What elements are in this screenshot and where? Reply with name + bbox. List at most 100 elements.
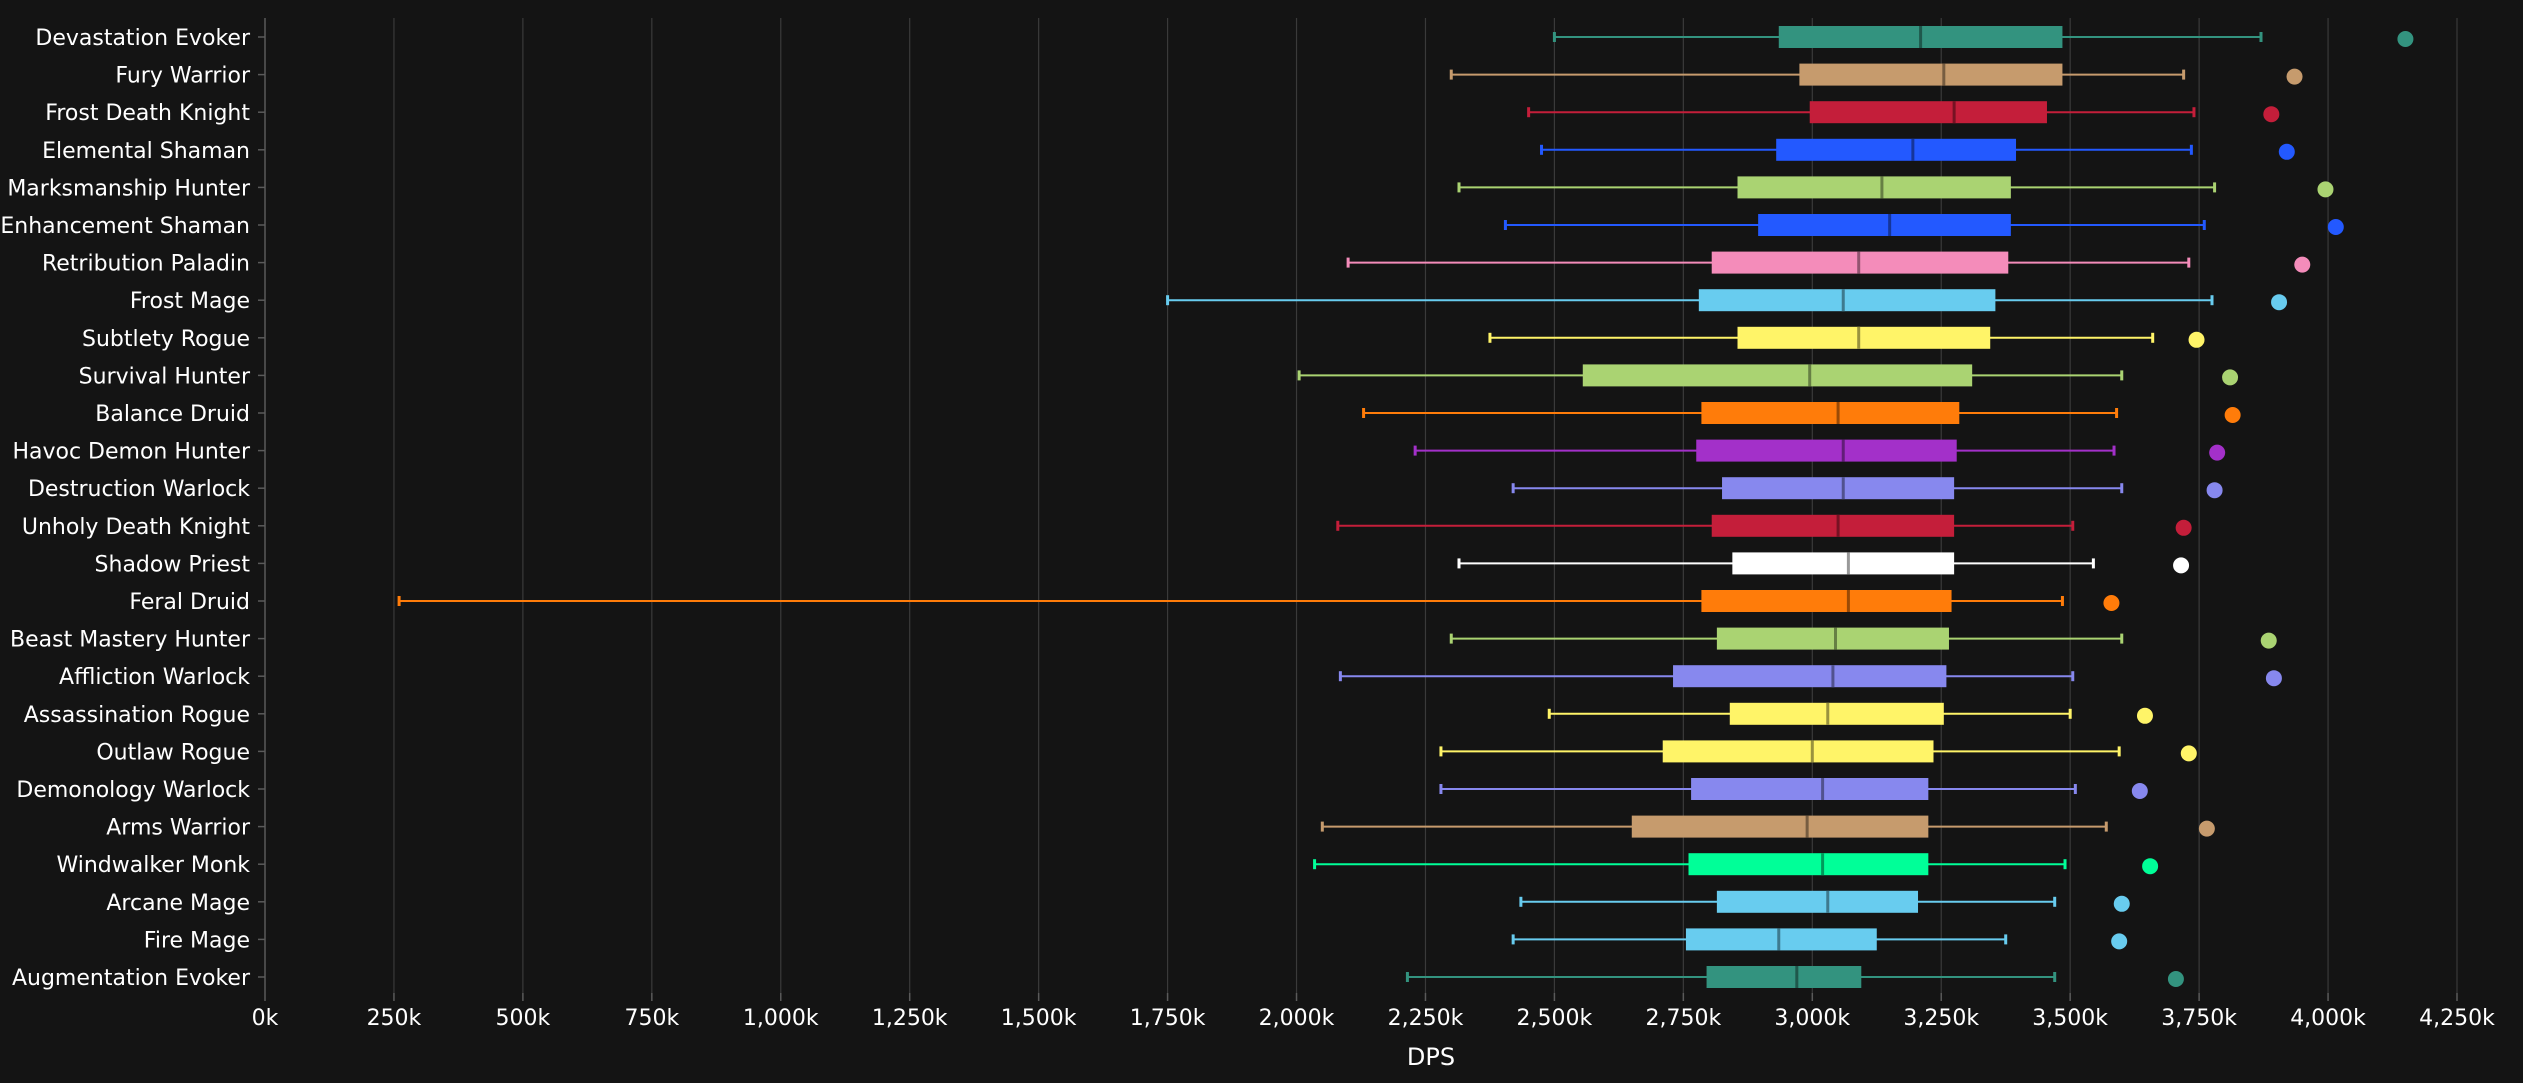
x-tick-label: 250k: [367, 1006, 422, 1031]
box-affliction-warlock: [1338, 665, 2282, 688]
box-retribution-paladin: [1346, 251, 2311, 274]
category-label: Fire Mage: [144, 928, 250, 953]
outlier-point: [2142, 858, 2159, 875]
outlier-point: [2278, 143, 2295, 160]
iqr-box: [1631, 815, 1929, 838]
box-enhancement-shaman: [1503, 214, 2344, 236]
iqr-box: [1711, 514, 1955, 537]
outlier-point: [2271, 294, 2288, 311]
box-shadow-priest: [1457, 552, 2190, 575]
iqr-box: [1737, 176, 2011, 199]
outlier-point: [2260, 632, 2277, 649]
x-tick-label: 2,000k: [1259, 1006, 1335, 1031]
category-label: Augmentation Evoker: [12, 966, 251, 991]
category-label: Affliction Warlock: [59, 665, 250, 690]
iqr-box: [1716, 890, 1919, 913]
x-tick-label: 1,250k: [872, 1006, 948, 1031]
box-havoc-demon-hunter: [1413, 439, 2226, 462]
x-tick-label: 500k: [496, 1006, 551, 1031]
outlier-point: [2131, 783, 2148, 799]
category-label: Balance Druid: [95, 402, 250, 427]
box-unholy-death-knight: [1336, 514, 2192, 537]
iqr-box: [1691, 778, 1929, 800]
category-label: Assassination Rogue: [24, 703, 250, 728]
iqr-box: [1722, 477, 1955, 500]
box-frost-death-knight: [1527, 101, 2280, 124]
grid-layer: [393, 18, 2458, 993]
iqr-box: [1799, 63, 2063, 86]
outlier-point: [2265, 670, 2282, 687]
axis-layer: [258, 18, 2458, 1001]
outlier-point: [2173, 557, 2190, 574]
iqr-box: [1701, 590, 1952, 612]
category-label: Shadow Priest: [95, 552, 251, 577]
box-arms-warrior: [1320, 815, 2215, 838]
x-tick-label: 4,250k: [2419, 1006, 2495, 1031]
category-label: Havoc Demon Hunter: [12, 440, 250, 465]
iqr-box: [1701, 402, 1960, 424]
iqr-box: [1698, 289, 1996, 312]
box-arcane-mage: [1519, 890, 2130, 913]
box-frost-mage: [1166, 289, 2288, 312]
box-beast-mastery-hunter: [1449, 627, 2277, 650]
x-tick-label: 1,000k: [743, 1006, 819, 1031]
iqr-box: [1662, 740, 1934, 763]
label-layer: 0k 250k 500k 750k 1,000k 1,250k 1,500k 1,750k 2,…: [0, 26, 2495, 1031]
iqr-box: [1809, 101, 2047, 124]
iqr-box: [1685, 928, 1877, 951]
box-layer: [397, 26, 2414, 988]
category-label: Outlaw Rogue: [96, 740, 250, 765]
box-devastation-evoker: [1552, 26, 2414, 48]
category-label: Fury Warrior: [115, 64, 251, 89]
box-fire-mage: [1511, 928, 2128, 951]
x-tick-label: 2,750k: [1645, 1006, 1721, 1031]
category-label: Subtlety Rogue: [82, 327, 250, 352]
outlier-point: [2294, 256, 2311, 273]
iqr-box: [1758, 214, 2011, 236]
outlier-point: [2111, 933, 2128, 950]
x-tick-label: 750k: [624, 1006, 679, 1031]
category-label: Marksmanship Hunter: [7, 176, 251, 201]
outlier-point: [2175, 519, 2192, 536]
outlier-point: [2286, 68, 2303, 85]
x-tick-label: 1,750k: [1130, 1006, 1206, 1031]
category-label: Retribution Paladin: [42, 252, 250, 277]
outlier-point: [2180, 745, 2197, 762]
category-label: Feral Druid: [129, 590, 250, 615]
outlier-point: [2198, 820, 2215, 837]
category-label: Demonology Warlock: [16, 778, 250, 803]
outlier-point: [2136, 707, 2153, 724]
iqr-box: [1673, 665, 1947, 688]
box-subtlety-rogue: [1488, 326, 2205, 349]
x-tick-label: 2,500k: [1517, 1006, 1593, 1031]
iqr-box: [1776, 138, 2017, 161]
box-windwalker-monk: [1313, 853, 2159, 876]
box-destruction-warlock: [1511, 477, 2223, 500]
category-label: Elemental Shaman: [42, 139, 250, 164]
x-tick-label: 1,500k: [1001, 1006, 1077, 1031]
x-axis-title: DPS: [1407, 1043, 1455, 1071]
category-label: Devastation Evoker: [35, 26, 251, 51]
x-tick-label: 2,250k: [1388, 1006, 1464, 1031]
box-balance-druid: [1362, 402, 2241, 424]
box-marksmanship-hunter: [1457, 176, 2334, 199]
outlier-point: [2206, 482, 2223, 499]
outlier-point: [2327, 219, 2344, 235]
category-label: Survival Hunter: [79, 364, 251, 389]
category-label: Windwalker Monk: [56, 853, 250, 878]
outlier-point: [2113, 895, 2130, 912]
x-tick-label: 3,500k: [2032, 1006, 2108, 1031]
iqr-box: [1688, 853, 1929, 876]
iqr-box: [1732, 552, 1955, 575]
outlier-point: [2167, 971, 2184, 987]
box-elemental-shaman: [1540, 138, 2295, 161]
iqr-box: [1729, 702, 1944, 725]
category-label: Destruction Warlock: [28, 477, 250, 502]
box-assassination-rogue: [1547, 702, 2153, 725]
outlier-point: [2317, 181, 2334, 198]
x-tick-label: 3,000k: [1774, 1006, 1850, 1031]
category-label: Arms Warrior: [106, 816, 251, 841]
category-label: Frost Death Knight: [45, 101, 250, 126]
